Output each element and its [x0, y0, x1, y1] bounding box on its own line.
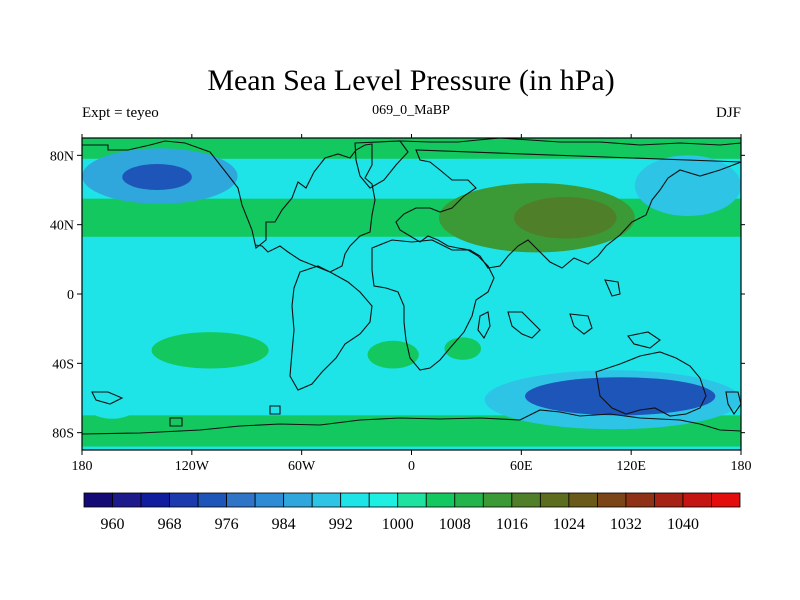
- colorbar-box: [397, 492, 427, 508]
- y-tick-label: 40S: [52, 357, 74, 372]
- pressure-region-n-hemisphere-green-band: [82, 198, 741, 237]
- x-tick-label: 180: [731, 459, 752, 474]
- colorbar-box: [112, 492, 142, 508]
- colorbar-label: 1024: [553, 516, 585, 533]
- pressure-region-south-atlantic-high: [367, 340, 419, 369]
- y-tick-label: 80N: [50, 149, 74, 164]
- x-tick-label: 120E: [616, 459, 646, 474]
- coastlines: [82, 138, 741, 435]
- subtitle-left: Expt = teyeo: [82, 105, 159, 121]
- colorbar-label: 1040: [667, 516, 699, 533]
- colorbar-box: [140, 492, 170, 508]
- coastline-north-america: [82, 140, 376, 273]
- colorbar-label: 976: [215, 516, 239, 533]
- pressure-region-aleutian-low-core: [122, 164, 192, 190]
- pressure-region-south-indian-high: [444, 337, 482, 360]
- colorbar-box: [711, 492, 741, 508]
- colorbar-box: [197, 492, 228, 508]
- x-tick-label: 120W: [175, 459, 210, 474]
- colorbar-box: [682, 492, 712, 508]
- colorbar-box: [226, 492, 256, 508]
- map-axes: 180 120W 60W 0 60E 120E 180 80N 40N 0 40S 80S: [50, 134, 752, 474]
- colorbar-box: [654, 492, 684, 508]
- coastline-eurasia: [395, 138, 741, 269]
- coastline-maritime-continent: [507, 279, 661, 349]
- colorbar-box: [625, 492, 655, 508]
- colorbar-box: [169, 492, 199, 508]
- colorbar-box: [311, 492, 342, 508]
- pressure-region-sw-pacific-low: [82, 377, 143, 419]
- pressure-region-southern-ocean-low-core: [524, 377, 716, 416]
- colorbar-box: [454, 492, 484, 508]
- x-tick-label: 180: [72, 459, 93, 474]
- x-tick-label: 0: [408, 459, 415, 474]
- x-tick-label: 60E: [510, 459, 533, 474]
- pressure-regions: [82, 138, 741, 447]
- coastline-islands: [91, 391, 281, 427]
- pressure-region-south-pacific-high: [151, 332, 269, 369]
- y-tick-label: 80S: [52, 427, 74, 442]
- coastline-new-zealand: [725, 391, 741, 416]
- colorbar-box: [539, 492, 570, 508]
- colorbar: 960 968 976 984 992 1000 1008 1016 1024 1032 1040: [83, 492, 741, 533]
- colorbar-box: [425, 492, 456, 508]
- colorbar-box: [83, 492, 113, 508]
- coastline-greenland: [354, 140, 409, 189]
- x-tick-label: 60W: [288, 459, 316, 474]
- y-tick-label: 40N: [50, 219, 74, 234]
- chart-title: Mean Sea Level Pressure (in hPa): [207, 64, 614, 97]
- coastline-antarctica: [82, 409, 741, 435]
- colorbar-box: [368, 492, 399, 508]
- colorbar-label: 960: [101, 516, 125, 533]
- colorbar-label: 968: [158, 516, 182, 533]
- subtitle-right: DJF: [716, 105, 741, 121]
- subtitle-center: 069_0_MaBP: [372, 103, 450, 118]
- colorbar-label: 1000: [382, 516, 414, 533]
- colorbar-box: [254, 492, 285, 508]
- pressure-region-icelandic-low: [634, 155, 741, 217]
- coastline-australia: [595, 351, 707, 417]
- colorbar-label: 1008: [439, 516, 471, 533]
- map-plot-area: [82, 138, 741, 450]
- y-tick-label: 0: [67, 288, 74, 303]
- coastline-africa: [371, 239, 495, 371]
- colorbar-box: [340, 492, 370, 508]
- colorbar-label: 992: [329, 516, 353, 533]
- colorbar-box: [283, 492, 313, 508]
- colorbar-box: [596, 492, 627, 508]
- coastline-south-america: [289, 265, 373, 391]
- colorbar-box: [482, 492, 513, 508]
- pressure-region-arctic-green-cap: [82, 138, 741, 159]
- colorbar-box: [511, 492, 541, 508]
- colorbar-label: 1016: [496, 516, 528, 533]
- pressure-region-asian-high-inner: [514, 196, 617, 239]
- colorbar-label: 984: [272, 516, 296, 533]
- colorbar-label: 1032: [610, 516, 642, 533]
- coastline-madagascar: [477, 311, 491, 340]
- colorbar-box: [568, 492, 598, 508]
